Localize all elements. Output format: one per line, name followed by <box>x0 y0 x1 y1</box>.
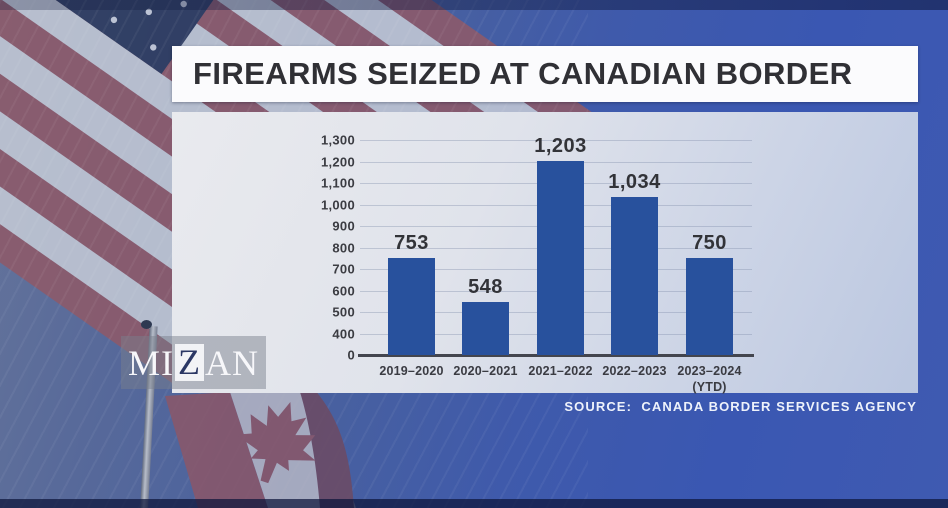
x-axis-category-label: 2021–2022 <box>528 364 593 378</box>
flagpole-finial <box>141 320 152 329</box>
bar-5 <box>686 258 733 355</box>
bar-value-label: 750 <box>692 232 727 255</box>
y-axis-tick-label: 500 <box>332 304 355 320</box>
x-axis-line <box>358 354 754 357</box>
headline-bar: FIREARMS SEIZED AT CANADIAN BORDER <box>172 46 918 102</box>
mizan-watermark: MI Z AN <box>121 336 266 389</box>
y-axis-tick-label: 600 <box>332 283 355 298</box>
y-axis-tick-label: 1,000 <box>320 197 355 212</box>
top-edge-strip <box>0 0 948 10</box>
maple-leaf <box>235 401 316 484</box>
source-attribution: SOURCE: CANADA BORDER SERVICES AGENCY <box>564 399 917 414</box>
y-axis-tick-label: 400 <box>332 326 355 341</box>
x-axis-category-label: 2019–2020 <box>379 364 444 378</box>
y-axis-tick-label: 1,300 <box>320 132 355 148</box>
y-axis-tick-label: 1,100 <box>320 175 355 191</box>
bar-value-label: 753 <box>394 231 429 254</box>
y-axis-tick-label: 900 <box>332 218 355 234</box>
bar-1 <box>388 257 435 355</box>
watermark-part: AN <box>205 342 259 383</box>
bar-4 <box>611 197 658 355</box>
gridline <box>360 140 752 141</box>
watermark-part: MI <box>128 342 174 383</box>
headline-text: FIREARMS SEIZED AT CANADIAN BORDER <box>193 56 853 91</box>
bar-3 <box>537 160 584 355</box>
bar-2 <box>462 301 509 355</box>
y-axis-tick-label: 0 <box>347 347 355 363</box>
x-axis-category-label: 2023–2024 (YTD) <box>677 364 742 395</box>
watermark-z-box: Z <box>175 343 204 382</box>
x-axis-category-label: 2022–2023 <box>602 364 667 378</box>
y-axis-tick-label: 800 <box>332 240 355 255</box>
canada-flag <box>165 390 356 508</box>
bar-chart-panel: 0 400 500 600 700 800 900 1,000 1,100 1,200 1,300 7… <box>172 112 918 395</box>
y-axis-tick-label: 1,200 <box>320 154 355 169</box>
x-axis-category-label: 2020–2021 <box>453 364 518 378</box>
bar-value-label: 1,034 <box>608 171 661 194</box>
y-axis-tick-label: 700 <box>332 261 355 277</box>
bar-value-label: 548 <box>468 275 503 298</box>
bar-value-label: 1,203 <box>534 134 587 157</box>
